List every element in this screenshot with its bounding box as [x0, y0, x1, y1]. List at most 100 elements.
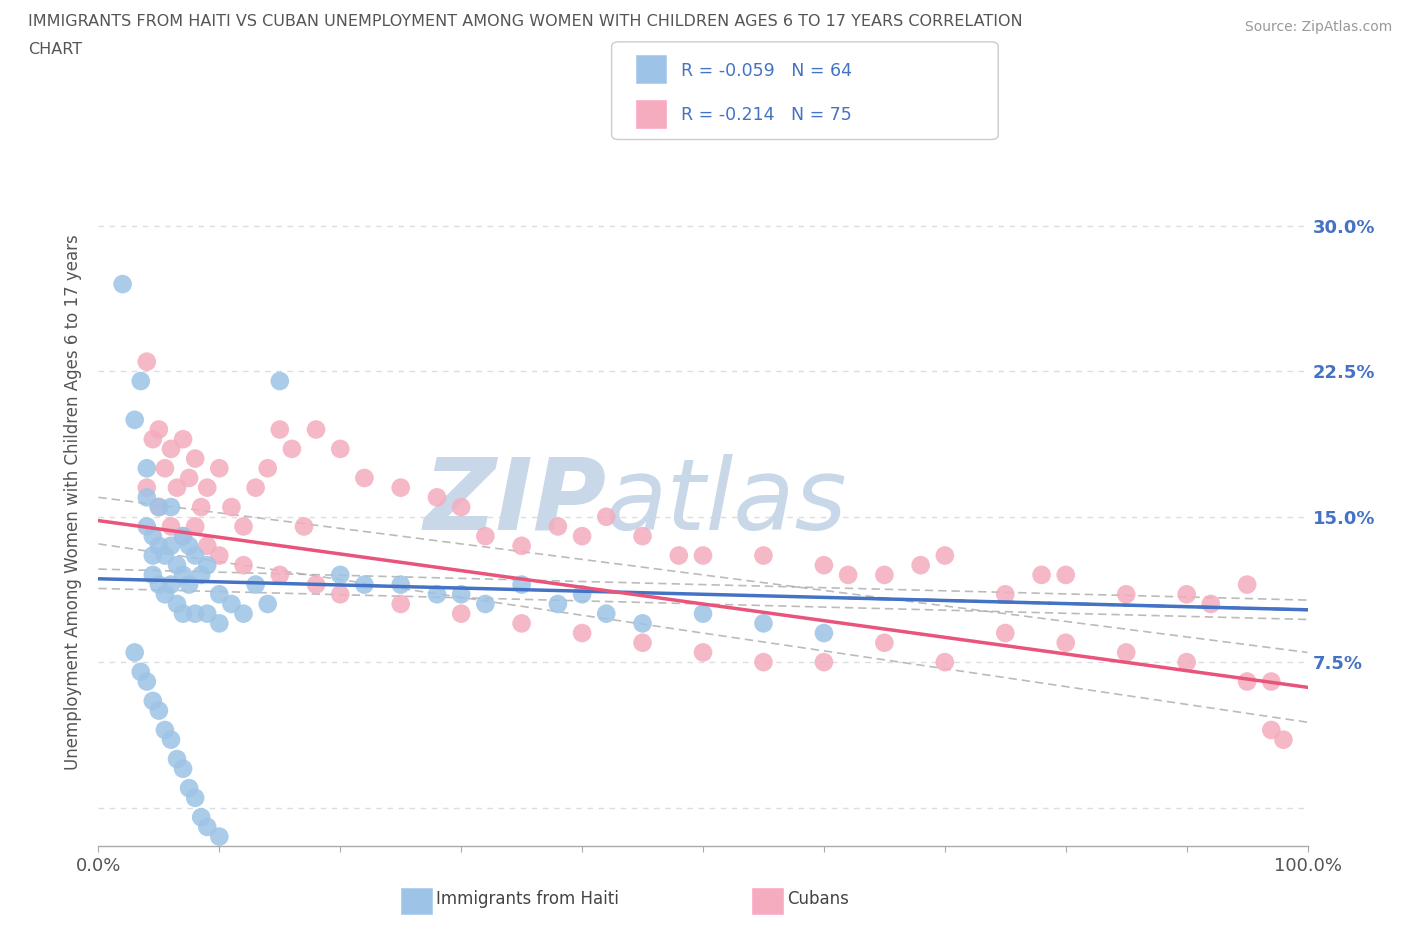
Point: [160, 442, 183, 457]
Point: [166, 751, 188, 766]
Point: [160, 732, 183, 747]
Point: [135, 354, 157, 369]
Point: [142, 694, 165, 709]
Point: [208, 616, 231, 631]
Text: CHART: CHART: [28, 42, 82, 57]
Point: [184, 451, 207, 466]
Point: [1260, 674, 1282, 689]
Point: [571, 528, 593, 543]
Point: [353, 471, 375, 485]
Point: [1115, 645, 1137, 660]
Point: [994, 587, 1017, 602]
Text: ZIP: ZIP: [423, 454, 606, 551]
Point: [142, 567, 165, 582]
Point: [195, 558, 218, 573]
Point: [305, 578, 328, 592]
Point: [184, 519, 207, 534]
Point: [1175, 655, 1198, 670]
Point: [934, 655, 956, 670]
Point: [232, 519, 254, 534]
Point: [166, 596, 188, 611]
Point: [179, 471, 201, 485]
Point: [426, 587, 449, 602]
Text: Cubans: Cubans: [787, 890, 849, 909]
Text: Source: ZipAtlas.com: Source: ZipAtlas.com: [1244, 20, 1392, 34]
Point: [474, 528, 496, 543]
Point: [450, 606, 472, 621]
Point: [172, 762, 194, 777]
Point: [910, 558, 932, 573]
Point: [160, 519, 183, 534]
Point: [221, 596, 243, 611]
Point: [208, 587, 231, 602]
Point: [148, 578, 170, 592]
Point: [179, 780, 201, 795]
Point: [1054, 567, 1077, 582]
Point: [153, 723, 176, 737]
Point: [232, 558, 254, 573]
Point: [135, 490, 157, 505]
Point: [148, 422, 170, 437]
Point: [160, 499, 183, 514]
Point: [692, 606, 714, 621]
Point: [190, 567, 212, 582]
Text: R = -0.214   N = 75: R = -0.214 N = 75: [681, 106, 851, 125]
Point: [142, 432, 165, 446]
Point: [668, 548, 690, 563]
Point: [166, 558, 188, 573]
Point: [179, 538, 201, 553]
Point: [148, 499, 170, 514]
Point: [571, 626, 593, 641]
Point: [389, 596, 412, 611]
Point: [148, 538, 170, 553]
Point: [934, 548, 956, 563]
Point: [172, 606, 194, 621]
Point: [474, 596, 496, 611]
Point: [184, 606, 207, 621]
Point: [692, 645, 714, 660]
Point: [389, 480, 412, 495]
Point: [111, 276, 134, 291]
Point: [329, 442, 352, 457]
Point: [595, 510, 617, 525]
Point: [1199, 596, 1222, 611]
Point: [269, 374, 291, 389]
Point: [166, 480, 188, 495]
Text: R = -0.059   N = 64: R = -0.059 N = 64: [681, 62, 852, 80]
Point: [281, 442, 304, 457]
Point: [208, 548, 231, 563]
Point: [426, 490, 449, 505]
Point: [571, 587, 593, 602]
Point: [329, 587, 352, 602]
Point: [1054, 635, 1077, 650]
Point: [631, 616, 654, 631]
Point: [172, 432, 194, 446]
Point: [631, 528, 654, 543]
Point: [873, 635, 896, 650]
Point: [153, 461, 176, 476]
Point: [329, 567, 352, 582]
Point: [172, 528, 194, 543]
Point: [547, 596, 569, 611]
Point: [1115, 587, 1137, 602]
Point: [232, 606, 254, 621]
Y-axis label: Unemployment Among Women with Children Ages 6 to 17 years: Unemployment Among Women with Children A…: [65, 234, 83, 770]
Point: [153, 587, 176, 602]
Point: [135, 461, 157, 476]
Text: atlas: atlas: [606, 454, 848, 551]
Point: [1272, 732, 1295, 747]
Point: [450, 587, 472, 602]
Point: [135, 480, 157, 495]
Point: [129, 664, 152, 679]
Point: [256, 596, 278, 611]
Point: [595, 606, 617, 621]
Point: [353, 578, 375, 592]
Point: [195, 606, 218, 621]
Point: [1031, 567, 1053, 582]
Point: [124, 645, 146, 660]
Point: [179, 578, 201, 592]
Point: [160, 578, 183, 592]
Point: [510, 538, 533, 553]
Point: [124, 412, 146, 427]
Point: [208, 830, 231, 844]
